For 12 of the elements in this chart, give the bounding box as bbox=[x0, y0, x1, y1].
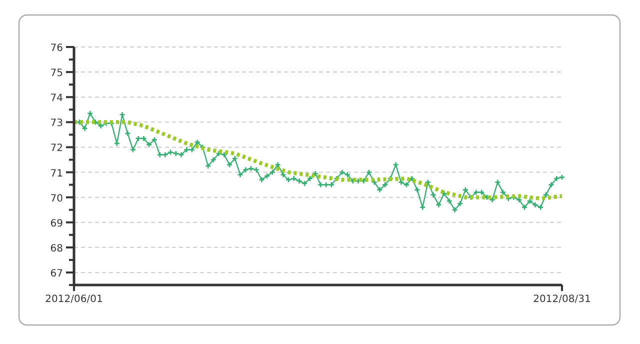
y-tick-label: 76 bbox=[50, 43, 63, 54]
y-tick-label: 70 bbox=[50, 193, 63, 204]
x-tick-label: 2012/08/31 bbox=[533, 294, 591, 305]
y-tick-label: 72 bbox=[50, 143, 63, 154]
y-tick-label: 74 bbox=[50, 93, 63, 104]
y-tick-label: 69 bbox=[50, 218, 63, 230]
y-tick-label: 68 bbox=[50, 243, 63, 254]
y-tick-label: 67 bbox=[50, 268, 63, 280]
x-tick-label: 2012/06/01 bbox=[45, 294, 103, 305]
y-tick-label: 73 bbox=[50, 118, 63, 130]
y-tick-label: 75 bbox=[50, 68, 63, 80]
y-tick-label: 71 bbox=[50, 168, 63, 180]
